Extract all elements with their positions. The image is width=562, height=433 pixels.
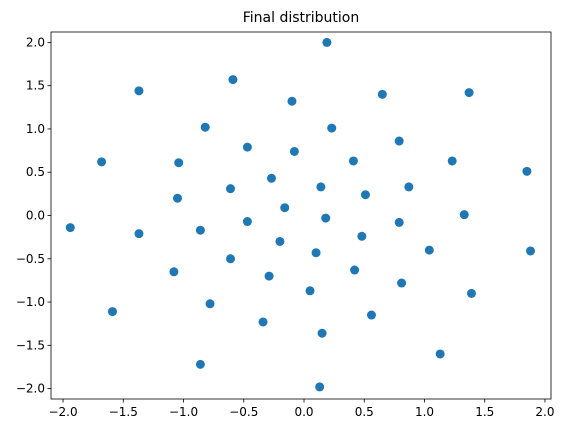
- scatter-point: [134, 86, 144, 96]
- scatter-point: [317, 328, 327, 338]
- scatter-point: [459, 210, 469, 220]
- x-tick-label: −1.5: [109, 405, 138, 419]
- scatter-point: [348, 156, 358, 166]
- scatter-point: [397, 278, 407, 288]
- scatter-point: [289, 146, 299, 156]
- y-tick-label: −1.0: [16, 295, 45, 309]
- scatter-point: [316, 182, 326, 192]
- scatter-point: [315, 382, 325, 392]
- scatter-point: [350, 265, 360, 275]
- scatter-point: [242, 142, 252, 152]
- scatter-point: [280, 203, 290, 213]
- scatter-point: [394, 136, 404, 146]
- y-tick-label: −1.5: [16, 338, 45, 352]
- chart-title: Final distribution: [243, 10, 360, 26]
- scatter-point: [447, 156, 457, 166]
- scatter-point: [226, 184, 236, 194]
- scatter-point: [327, 123, 337, 133]
- x-tick-label: 1.0: [415, 405, 434, 419]
- scatter-point: [107, 307, 117, 317]
- scatter-point: [195, 225, 205, 235]
- y-tick-label: 0.5: [26, 165, 45, 179]
- y-tick-label: 2.0: [26, 35, 45, 49]
- scatter-point: [200, 122, 210, 132]
- scatter-point: [321, 213, 331, 223]
- scatter-point: [174, 158, 184, 168]
- y-tick-label: 1.5: [26, 79, 45, 93]
- axes-frame: [50, 31, 552, 400]
- scatter-point: [97, 157, 107, 167]
- scatter-point: [275, 236, 285, 246]
- x-tick-label: 1.5: [475, 405, 494, 419]
- scatter-point: [377, 89, 387, 99]
- y-tick-label: 1.0: [26, 122, 45, 136]
- scatter-point: [394, 217, 404, 227]
- scatter-point: [404, 182, 414, 192]
- scatter-point: [134, 229, 144, 239]
- scatter-point: [266, 173, 276, 183]
- scatter-point: [242, 217, 252, 227]
- scatter-point: [264, 271, 274, 281]
- scatter-point: [435, 349, 445, 359]
- scatter-point: [258, 317, 268, 327]
- scatter-point: [464, 88, 474, 98]
- scatter-point: [360, 190, 370, 200]
- scatter-point: [195, 359, 205, 369]
- scatter-point: [169, 267, 179, 277]
- x-axis-ticks: −2.0 −1.5 −1.0 −0.5 0.0 0.5 1.0 1.5 2.0: [48, 399, 555, 419]
- scatter-point: [226, 254, 236, 264]
- scatter-point: [322, 37, 332, 47]
- scatter-point: [65, 223, 75, 233]
- x-tick-label: 0.0: [294, 405, 313, 419]
- scatter-point: [228, 75, 238, 85]
- x-tick-label: −2.0: [48, 405, 77, 419]
- scatter-point: [305, 286, 315, 296]
- scatter-point: [357, 231, 367, 241]
- scatter-point: [205, 299, 215, 309]
- scatter-point: [311, 248, 321, 258]
- scatter-point: [287, 96, 297, 106]
- scatter-point: [366, 310, 376, 320]
- data-points: [65, 37, 536, 392]
- y-axis-ticks: 2.0 1.5 1.0 0.5 0.0 −0.5 −1.0 −1.5 −2.0: [16, 35, 51, 396]
- scatter-point: [466, 288, 476, 298]
- x-tick-label: −0.5: [229, 405, 258, 419]
- x-tick-label: 2.0: [535, 405, 554, 419]
- x-tick-label: −1.0: [169, 405, 198, 419]
- scatter-point: [173, 193, 183, 203]
- y-tick-label: 0.0: [26, 209, 45, 223]
- x-tick-label: 0.5: [355, 405, 374, 419]
- y-tick-label: −0.5: [16, 252, 45, 266]
- scatter-point: [526, 246, 536, 256]
- y-tick-label: −2.0: [16, 382, 45, 396]
- scatter-point: [522, 166, 532, 176]
- scatter-point: [424, 245, 434, 255]
